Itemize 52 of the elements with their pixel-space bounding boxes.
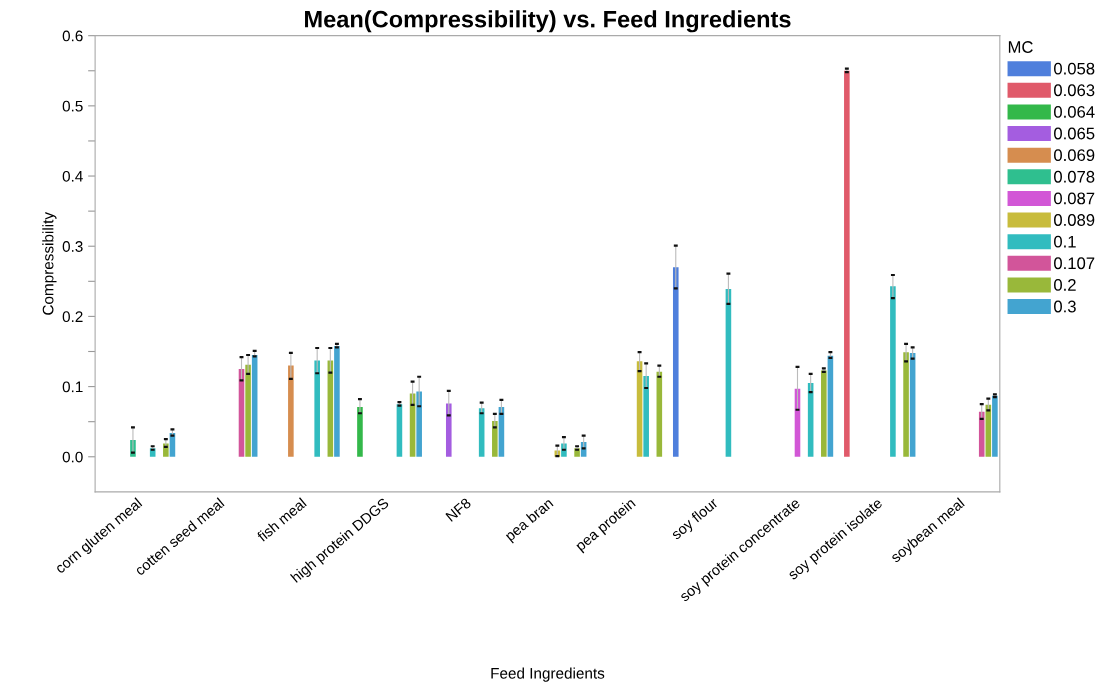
bar — [396, 404, 403, 457]
bar — [288, 365, 294, 457]
bar — [238, 369, 245, 457]
bar — [827, 355, 834, 457]
x-tick-label: NF8 — [445, 497, 472, 522]
bar — [492, 420, 498, 457]
y-tick-label: 0.0 — [62, 451, 83, 463]
legend-label: 0.107 — [1054, 257, 1095, 270]
bar — [890, 286, 896, 457]
legend-label: 0.063 — [1054, 84, 1095, 97]
legend-title: MC — [1008, 41, 1033, 53]
bar — [807, 383, 814, 457]
bar — [445, 403, 452, 457]
y-tick-label: 0.1 — [62, 381, 83, 393]
bar — [636, 361, 643, 457]
bar — [643, 376, 649, 457]
bar — [416, 391, 422, 457]
bar — [251, 355, 258, 457]
y-tick-label: 0.2 — [62, 311, 83, 323]
y-axis-title: Compressibility — [42, 212, 57, 315]
legend-label: 0.058 — [1054, 62, 1095, 75]
bar — [656, 371, 663, 457]
bar — [992, 395, 998, 457]
x-axis-title: Feed Ingredients — [491, 667, 605, 682]
y-tick-label: 0.5 — [62, 100, 83, 112]
y-tick-label: 0.3 — [62, 241, 83, 252]
bar — [334, 345, 340, 457]
legend-label: 0.1 — [1054, 235, 1076, 248]
bar — [821, 370, 827, 457]
bar — [245, 364, 251, 457]
bar — [909, 352, 916, 457]
x-tick-label: pea bran — [504, 497, 556, 544]
legend-label: 0.089 — [1054, 214, 1095, 226]
bar — [672, 267, 679, 457]
x-tick-label: soy flour — [670, 496, 721, 543]
legend-label: 0.065 — [1054, 127, 1095, 140]
bar — [357, 406, 363, 457]
legend-label: 0.064 — [1054, 105, 1095, 118]
chart-title: Mean(Compressibility) vs. Feed Ingredients — [305, 10, 791, 33]
bar — [478, 408, 485, 457]
bar — [978, 411, 985, 457]
legend-label: 0.078 — [1054, 170, 1095, 183]
legend-label: 0.069 — [1054, 149, 1095, 162]
legend-label: 0.3 — [1054, 300, 1076, 313]
bar — [725, 289, 732, 457]
legend-label: 0.2 — [1054, 278, 1076, 291]
bar — [314, 360, 320, 457]
bar — [844, 70, 850, 457]
y-tick-label: 0.6 — [62, 30, 83, 42]
legend-label: 0.087 — [1054, 192, 1095, 205]
bar — [903, 352, 909, 457]
y-tick-label: 0.4 — [62, 170, 83, 182]
